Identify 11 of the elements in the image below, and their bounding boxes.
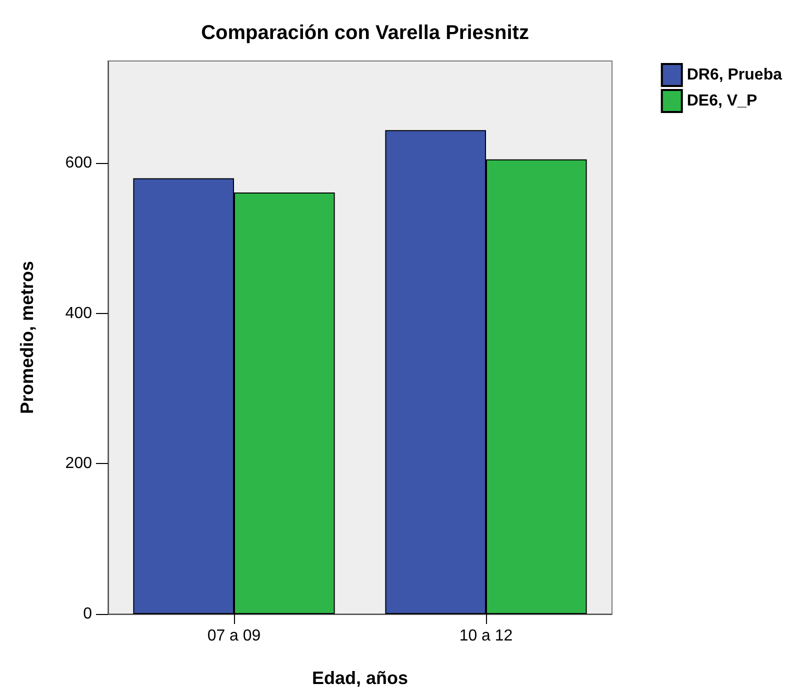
y-tick-label: 200	[65, 455, 92, 472]
chart-title: Comparación con Varella Priesnitz	[201, 22, 529, 44]
y-axis-title: Promedio, metros	[17, 260, 37, 414]
legend-label: DE6, V_P	[686, 92, 758, 110]
x-tick-label: 10 a 12	[459, 628, 513, 644]
y-tick-label: 600	[65, 154, 92, 172]
y-tick-label: 400	[65, 304, 92, 322]
legend-label: DR6, Prueba	[686, 66, 782, 84]
x-tick-label: 07 a 09	[207, 628, 261, 644]
y-tick-label: 0	[83, 606, 92, 622]
x-axis-title: Edad, años	[312, 668, 408, 688]
